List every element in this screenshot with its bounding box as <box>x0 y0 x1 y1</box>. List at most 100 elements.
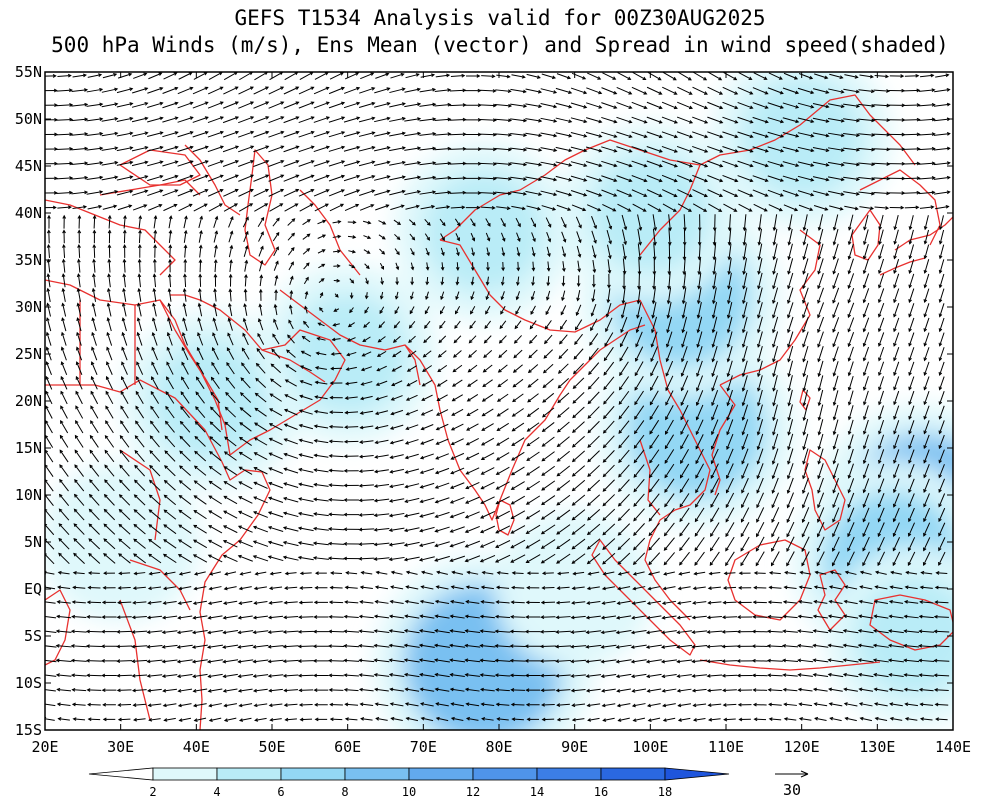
wind-vector <box>465 585 479 590</box>
wind-vector <box>847 317 855 333</box>
wind-vector <box>903 88 921 93</box>
wind-vector <box>888 176 906 181</box>
wind-vector <box>858 702 873 707</box>
wind-vector <box>923 303 930 318</box>
wind-vector <box>464 687 480 692</box>
wind-vector <box>602 435 615 449</box>
wind-vector <box>328 101 346 109</box>
wind-vector <box>768 702 782 707</box>
wind-vector <box>73 508 85 521</box>
wind-vector <box>191 659 208 664</box>
wind-vector <box>556 509 571 521</box>
wind-vector <box>601 160 618 168</box>
wind-vector <box>888 191 906 195</box>
wind-vector <box>801 536 810 553</box>
wind-vector <box>85 644 102 649</box>
wind-vector <box>752 688 768 692</box>
wind-vector <box>602 479 615 492</box>
wind-vector <box>60 390 68 405</box>
wind-vector <box>878 390 885 406</box>
wind-vector <box>479 118 497 122</box>
wind-vector <box>455 291 460 301</box>
wind-vector <box>46 317 52 332</box>
wind-vector <box>782 189 800 197</box>
wind-vector <box>726 316 733 334</box>
wind-vector <box>404 87 421 93</box>
wind-vector <box>752 146 769 153</box>
wind-vector <box>330 571 342 575</box>
wind-vector <box>888 629 904 634</box>
wind-vector <box>753 203 768 212</box>
wind-vector <box>726 360 733 378</box>
wind-vector <box>389 131 406 137</box>
wind-vector <box>600 644 617 649</box>
wind-vector <box>767 117 785 124</box>
wind-vector <box>695 404 704 421</box>
wind-vector <box>289 275 294 286</box>
wind-vector <box>827 132 845 138</box>
wind-vector <box>757 375 763 392</box>
wind-vector <box>268 467 283 474</box>
wind-vector <box>602 203 617 212</box>
wind-vector <box>192 160 209 167</box>
wind-vector <box>358 658 375 663</box>
wind-vector <box>633 493 645 507</box>
wind-vector <box>782 658 799 663</box>
wind-vector <box>908 273 915 289</box>
wind-vector <box>390 585 404 590</box>
wind-vector <box>70 673 87 678</box>
wind-vector <box>509 658 526 663</box>
wind-vector <box>253 586 267 591</box>
wind-vector <box>46 258 51 273</box>
wind-vector <box>878 346 885 362</box>
wind-vector <box>100 644 118 649</box>
wind-vector <box>177 131 194 138</box>
wind-vector <box>450 716 464 722</box>
wind-vector <box>62 229 66 244</box>
wind-vector <box>268 481 284 489</box>
wind-vector <box>242 216 249 228</box>
wind-vector <box>449 555 466 562</box>
wind-vector <box>859 585 873 590</box>
wind-vector <box>756 463 764 480</box>
wind-vector <box>496 437 510 446</box>
wind-vector <box>240 377 251 389</box>
wind-vector <box>303 276 309 285</box>
wind-vector <box>314 380 328 385</box>
wind-vector <box>138 215 143 229</box>
wind-vector <box>425 262 430 271</box>
colorbar-segment <box>408 767 474 781</box>
wind-vector <box>786 521 795 538</box>
wind-vector <box>615 673 632 679</box>
wind-vector <box>58 493 70 506</box>
wind-vector <box>892 537 900 552</box>
wind-vector <box>104 434 115 448</box>
wind-vector <box>527 393 539 403</box>
wind-vector <box>616 160 633 168</box>
wind-vector <box>151 331 158 346</box>
wind-vector <box>680 404 689 421</box>
wind-vector <box>116 644 133 649</box>
lat-label: 10N <box>15 486 42 504</box>
wind-vector <box>571 538 586 550</box>
wind-vector <box>586 703 601 708</box>
wind-vector <box>255 377 267 389</box>
wind-vector <box>85 658 102 663</box>
wind-vector <box>56 103 74 107</box>
spread-patch <box>151 341 272 461</box>
wind-vector <box>637 243 642 261</box>
wind-vector <box>76 287 81 302</box>
wind-vector <box>908 303 915 318</box>
wind-vector <box>328 424 344 429</box>
wind-vector <box>602 571 615 576</box>
wind-vector <box>209 571 221 576</box>
wind-vector <box>784 570 797 575</box>
wind-vector <box>634 375 644 391</box>
wind-vector <box>622 258 627 275</box>
wind-vector <box>873 118 891 123</box>
wind-vector <box>328 189 345 197</box>
wind-vector <box>510 525 526 534</box>
wind-vector <box>327 644 345 648</box>
wind-vector <box>529 334 538 344</box>
wind-vector <box>647 586 661 591</box>
